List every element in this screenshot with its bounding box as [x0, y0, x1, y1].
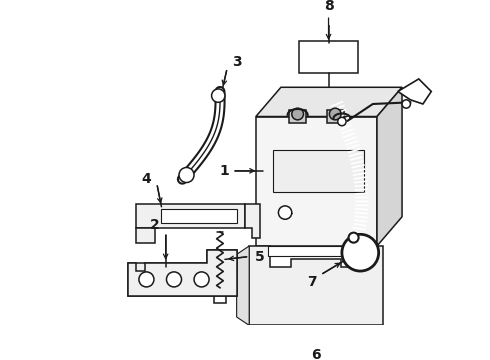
Polygon shape — [289, 110, 306, 123]
Polygon shape — [249, 246, 383, 325]
Circle shape — [179, 167, 194, 183]
Circle shape — [292, 108, 303, 120]
Text: 6: 6 — [311, 348, 321, 360]
Polygon shape — [299, 41, 358, 73]
Circle shape — [194, 272, 209, 287]
Polygon shape — [214, 294, 226, 303]
Circle shape — [348, 233, 359, 243]
Polygon shape — [256, 87, 402, 117]
Text: 4: 4 — [142, 172, 151, 186]
Circle shape — [167, 272, 181, 287]
Text: 7: 7 — [307, 275, 317, 289]
Text: 3: 3 — [232, 55, 242, 69]
Polygon shape — [268, 246, 365, 256]
Circle shape — [329, 108, 341, 120]
Text: 8: 8 — [324, 0, 333, 13]
Circle shape — [402, 100, 411, 108]
Text: 5: 5 — [255, 250, 265, 264]
Polygon shape — [207, 250, 237, 265]
Polygon shape — [272, 150, 365, 192]
Polygon shape — [162, 209, 237, 222]
Polygon shape — [377, 87, 402, 246]
Circle shape — [278, 206, 292, 219]
Text: 1: 1 — [219, 164, 229, 178]
Polygon shape — [245, 204, 260, 238]
Polygon shape — [128, 250, 237, 296]
Circle shape — [139, 272, 154, 287]
Polygon shape — [128, 263, 237, 296]
Polygon shape — [256, 117, 377, 246]
Polygon shape — [136, 204, 245, 228]
Polygon shape — [237, 246, 249, 325]
Text: 2: 2 — [150, 218, 160, 232]
Polygon shape — [398, 79, 431, 104]
Polygon shape — [327, 110, 343, 123]
Circle shape — [342, 234, 379, 271]
Polygon shape — [136, 228, 155, 243]
Circle shape — [338, 117, 346, 126]
Circle shape — [212, 89, 225, 102]
